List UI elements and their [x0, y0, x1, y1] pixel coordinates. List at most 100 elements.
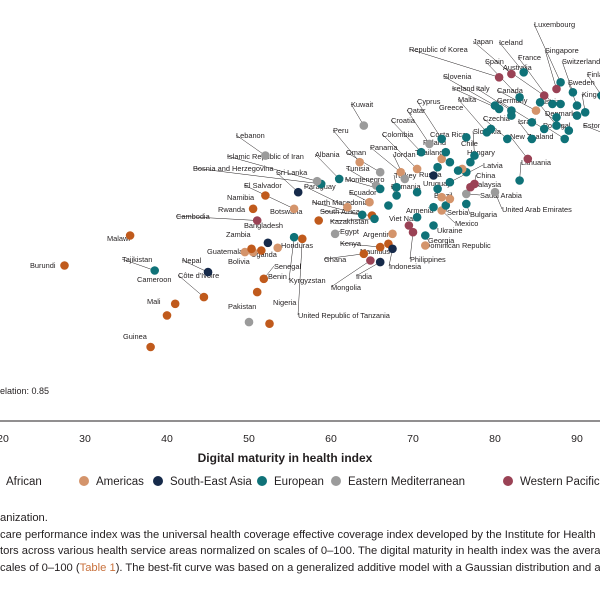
label-egypt: Egypt [340, 227, 359, 236]
leader-albania [314, 153, 340, 180]
notes-line-4: cales of 0–100 (Table 1). The best-fit c… [0, 560, 600, 577]
legend-label-americas: Americas [96, 476, 144, 488]
point-germany [539, 124, 549, 134]
point-ireland [494, 104, 504, 114]
label-finland: Finland [587, 70, 600, 79]
label-benin: Benin [268, 272, 287, 281]
leader-india [355, 261, 381, 277]
point-benin [252, 287, 262, 297]
point-greece [462, 133, 471, 142]
leader-paraguay [303, 185, 348, 208]
label-bangladesh: Bangladesh [244, 221, 283, 230]
label-dominican-republic: Dominican Republic [425, 241, 491, 250]
label-indonesia: Indonesia [389, 262, 422, 271]
point-montenegro [375, 184, 385, 194]
label-france: France [518, 53, 541, 62]
point-nepal [203, 267, 213, 277]
label-tunisia: Tunisia [346, 164, 370, 173]
figure-notes: anization. care performance index was th… [0, 510, 600, 576]
point-extra-6 [507, 111, 516, 120]
point-ukraine [429, 221, 438, 230]
label-kazakhstan: Kazakhstan [330, 217, 369, 226]
label-poland: Poland [423, 138, 446, 147]
x-tick-90: 90 [571, 433, 583, 445]
point-austria [552, 121, 561, 130]
point-extra-4 [527, 118, 537, 127]
point-georgia [421, 231, 430, 240]
label-ukraine: Ukraine [437, 226, 462, 235]
leader-kenya [339, 242, 381, 248]
point-bulgaria [462, 199, 471, 209]
label-sri-lanka: Sri Lanka [276, 168, 308, 177]
point-dominican-republic [421, 241, 430, 250]
point-cyprus [437, 134, 447, 144]
point-extra-10 [441, 147, 451, 157]
label-mali: Mali [147, 297, 161, 306]
table-1-link[interactable]: Table 1 [79, 561, 116, 574]
x-tick-60: 60 [325, 433, 337, 445]
leader-canada [496, 89, 537, 111]
point-extra-8 [453, 166, 463, 175]
label-singapore: Singapore [545, 46, 579, 55]
label-estonia: Estonia [583, 121, 600, 130]
point-kingdom [580, 108, 590, 117]
point-panama [396, 167, 406, 177]
label-albania: Albania [315, 150, 341, 159]
label-lebanon: Lebanon [236, 131, 265, 140]
point-sri-lanka [293, 187, 303, 197]
point-mali [162, 311, 172, 320]
leader-luxembourg [533, 23, 561, 83]
label-iceland: Iceland [499, 38, 523, 47]
label-uganda: Uganda [251, 250, 278, 259]
point-extra-2 [556, 99, 565, 109]
legend-label-wpac: Western Pacific [520, 476, 600, 488]
point-kuwait [359, 121, 369, 130]
label-slovenia: Slovenia [443, 72, 472, 81]
label-hungary: Hungary [467, 148, 495, 157]
leader-italy [475, 87, 512, 111]
point-malawi [125, 231, 135, 240]
point-iceland [519, 68, 528, 77]
x-tick-70: 70 [407, 433, 419, 445]
leader-colombia [381, 133, 418, 170]
point-finland [597, 91, 600, 100]
point-mongolia [366, 256, 375, 265]
point-extra-12 [429, 202, 438, 212]
point-russia [412, 187, 422, 197]
point-czechia [503, 134, 512, 144]
label-burundi: Burundi [30, 261, 56, 270]
label-namibia: Namibia [227, 193, 255, 202]
leader-estonia [582, 124, 600, 132]
label-italy: Italy [476, 84, 490, 93]
point-extra-1 [535, 98, 545, 107]
point-islamic-republic-of-iran [312, 176, 322, 186]
point-extra-5 [552, 113, 561, 122]
point-uganda [257, 246, 266, 255]
point-republic-of-korea [494, 73, 504, 82]
point-denmark [564, 126, 574, 135]
point-united-republic-of-tanzania [298, 234, 307, 244]
x-tick-30: 30 [79, 433, 91, 445]
label-colombia: Colombia [382, 130, 414, 139]
leader-republic-of-korea [408, 48, 500, 78]
point-el-salvador [289, 204, 299, 214]
label-israel: Israel [518, 117, 536, 126]
point-jordan [400, 174, 410, 184]
label-australia: Australia [503, 63, 533, 72]
label-mexico: Mexico [455, 219, 478, 228]
point-cote-d-ivoire [199, 292, 209, 302]
label-serbia: Serbia [447, 208, 469, 217]
scatter-chart: Burundi Malawi Tajikistan Mali Guinea Cameroo… [0, 20, 600, 488]
point-pakistan [244, 317, 254, 327]
label-germany: Germany [497, 96, 528, 105]
leader-panama [369, 146, 401, 173]
point-switzerland [568, 88, 578, 97]
point-nigeria [265, 319, 274, 329]
point-saudi-arabia [462, 189, 471, 199]
leader-philippines [409, 232, 414, 260]
label-botswana: Botswana [270, 207, 303, 216]
point-canada [531, 106, 541, 115]
x-axis-title: Digital maturity in health index [198, 451, 373, 465]
notes-line-1: anization. [0, 512, 48, 524]
label-panama: Panama [370, 143, 398, 152]
